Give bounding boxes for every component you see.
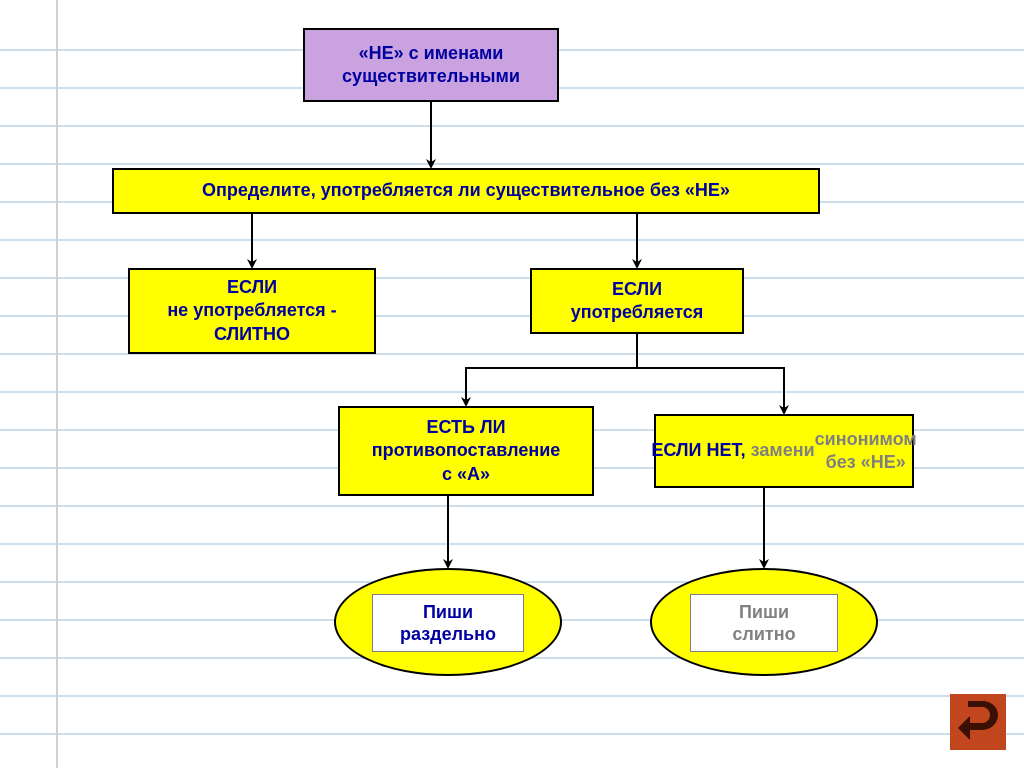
flowchart-node-n1: «НЕ» с именамисуществительными bbox=[303, 28, 559, 102]
flowchart-node-n2: Определите, употребляется ли существител… bbox=[112, 168, 820, 214]
back-button[interactable] bbox=[950, 694, 1006, 750]
flowchart-node-n3: ЕСЛИне употребляется -СЛИТНО bbox=[128, 268, 376, 354]
flowchart-diagram: «НЕ» с именамисуществительными Определите… bbox=[0, 0, 1024, 768]
flowchart-node-n6: ЕСЛИ НЕТ, заменисинонимом без «НЕ» bbox=[654, 414, 914, 488]
flowchart-terminal-label-e2: Пишислитно bbox=[690, 594, 838, 652]
flowchart-terminal-label-e1: Пишираздельно bbox=[372, 594, 524, 652]
flowchart-node-n5: ЕСТЬ ЛИпротивопоставлениес «А» bbox=[338, 406, 594, 496]
flowchart-node-n4: ЕСЛИупотребляется bbox=[530, 268, 744, 334]
u-turn-icon bbox=[950, 694, 1006, 750]
